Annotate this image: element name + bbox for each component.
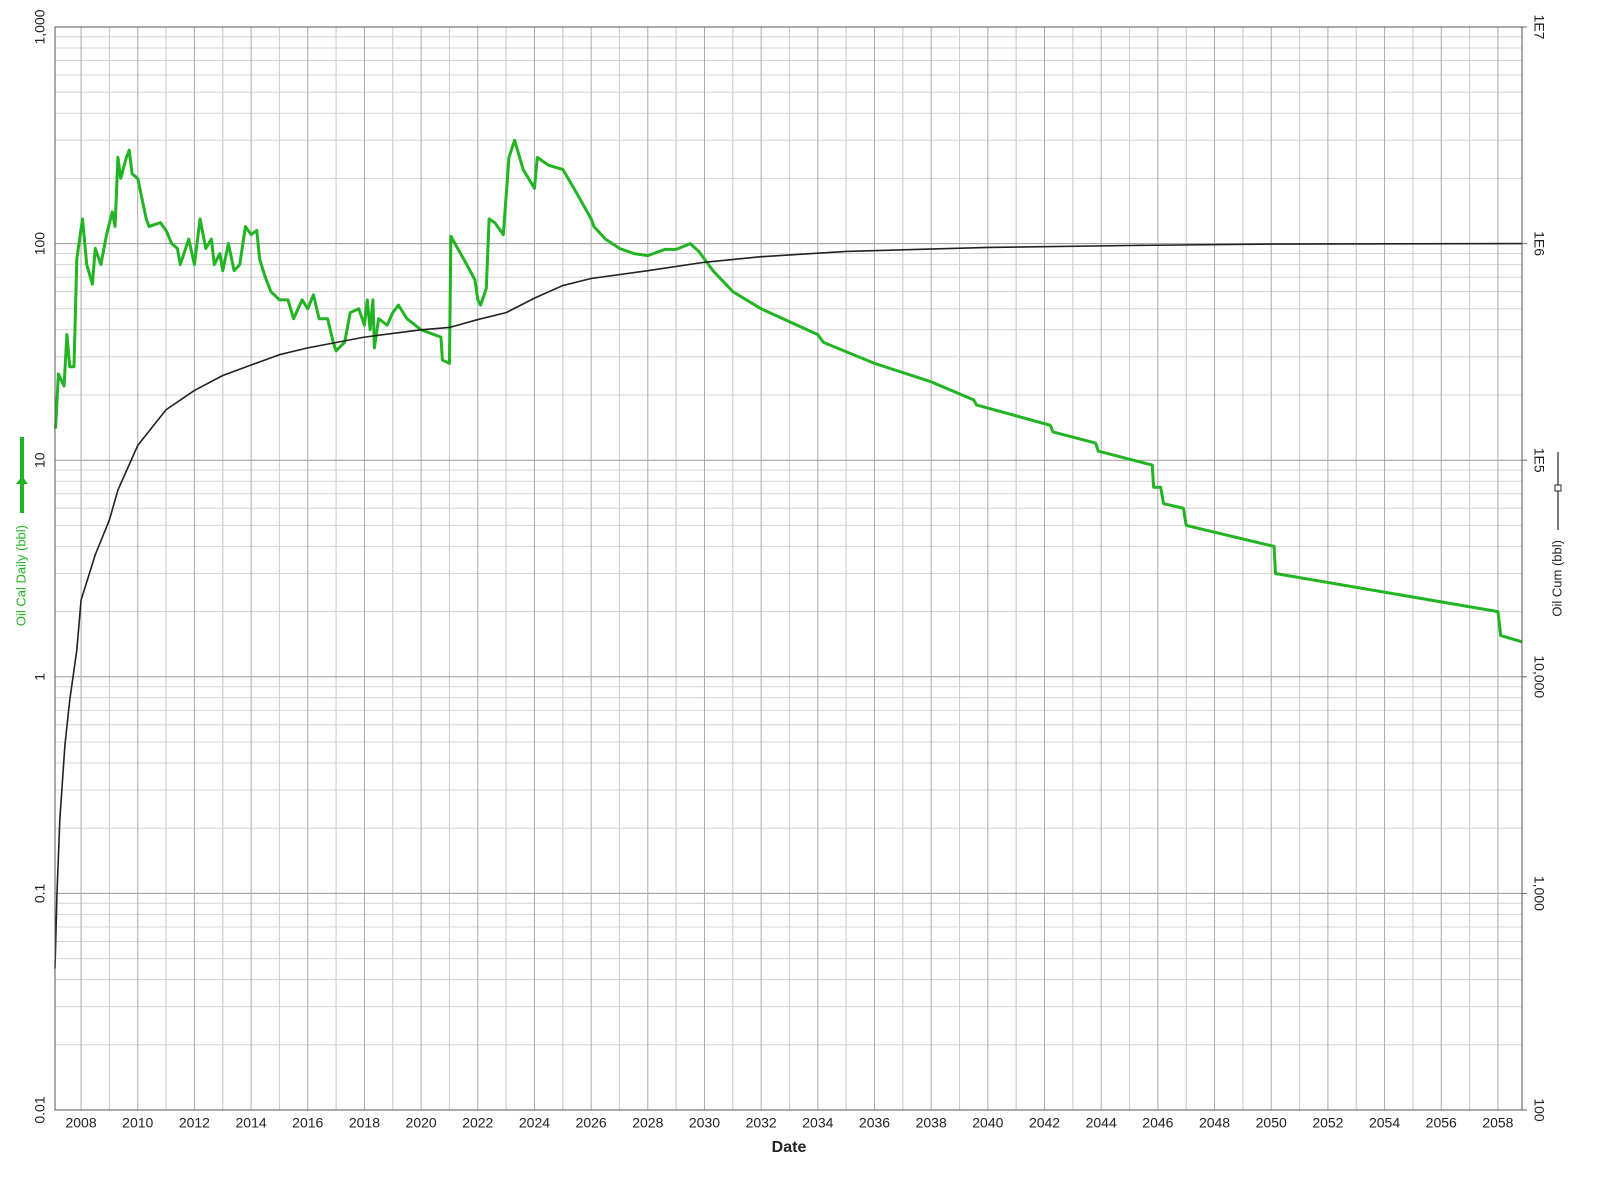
x-tick-label: 2036 bbox=[859, 1115, 890, 1131]
x-tick-label: 2048 bbox=[1199, 1115, 1230, 1131]
x-tick-label: 2040 bbox=[972, 1115, 1003, 1131]
x-tick-label: 2042 bbox=[1029, 1115, 1060, 1131]
x-tick-label: 2030 bbox=[689, 1115, 720, 1131]
lines bbox=[54, 138, 1523, 969]
x-tick-label: 2032 bbox=[746, 1115, 777, 1131]
x-tick-label: 2028 bbox=[632, 1115, 663, 1131]
y-tick-label: 0.1 bbox=[32, 883, 48, 903]
x-tick-label: 2024 bbox=[519, 1115, 550, 1131]
y-axis-title: Oil Cal Daily (bbl) bbox=[13, 437, 28, 626]
x-tick-label: 2052 bbox=[1312, 1115, 1343, 1131]
y2-tick-label: 1E7 bbox=[1531, 15, 1547, 40]
x-tick-label: 2044 bbox=[1086, 1115, 1117, 1131]
y2-tick-label: 100 bbox=[1531, 1098, 1547, 1122]
series-line bbox=[54, 138, 1523, 644]
y-tick-label: 0.01 bbox=[32, 1096, 48, 1123]
x-tick-label: 2046 bbox=[1142, 1115, 1173, 1131]
x-tick-label: 2056 bbox=[1426, 1115, 1457, 1131]
x-tick-label: 2014 bbox=[236, 1115, 267, 1131]
x-tick-label: 2050 bbox=[1256, 1115, 1287, 1131]
y2-tick-label: 1,000 bbox=[1531, 876, 1547, 911]
x-tick-label: 2034 bbox=[802, 1115, 833, 1131]
y-tick-label: 1,000 bbox=[32, 9, 48, 44]
x-tick-label: 2008 bbox=[65, 1115, 96, 1131]
grid bbox=[55, 26, 1527, 1111]
x-tick-label: 2016 bbox=[292, 1115, 323, 1131]
plot-frame bbox=[54, 26, 1523, 1111]
y2-tick-label: 10,000 bbox=[1531, 655, 1547, 698]
legend-marker bbox=[16, 476, 28, 484]
legend-marker bbox=[1554, 484, 1562, 492]
x-tick-label: 2022 bbox=[462, 1115, 493, 1131]
x-tick-label: 2038 bbox=[916, 1115, 947, 1131]
y2-tick-label: 1E6 bbox=[1531, 231, 1547, 256]
x-tick-label: 2054 bbox=[1369, 1115, 1400, 1131]
x-axis-label: Date bbox=[772, 1139, 807, 1156]
series-line bbox=[54, 242, 1523, 969]
y-tick-label: 100 bbox=[32, 232, 48, 256]
y2-axis-label: Oil Cum (bbl) bbox=[1549, 540, 1564, 617]
x-tick-label: 2012 bbox=[179, 1115, 210, 1131]
plot-area bbox=[55, 27, 1522, 1110]
y-tick-label: 1 bbox=[32, 673, 48, 681]
x-tick-label: 2026 bbox=[576, 1115, 607, 1131]
x-tick-label: 2020 bbox=[406, 1115, 437, 1131]
x-tick-label: 2010 bbox=[122, 1115, 153, 1131]
y2-axis-title: Oil Cum (bbl) bbox=[1549, 452, 1564, 617]
x-tick-label: 2018 bbox=[349, 1115, 380, 1131]
y2-tick-label: 1E5 bbox=[1531, 448, 1547, 473]
x-tick-label: 2058 bbox=[1482, 1115, 1513, 1131]
y-axis-label: Oil Cal Daily (bbl) bbox=[13, 525, 28, 626]
y-tick-label: 10 bbox=[32, 452, 48, 468]
